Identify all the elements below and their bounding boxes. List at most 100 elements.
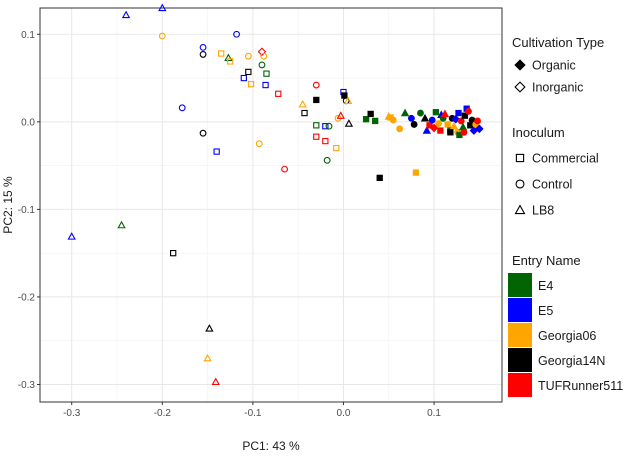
legend-key-inoculum <box>514 204 526 215</box>
x-tick-label: -0.1 <box>244 408 262 419</box>
data-point <box>367 110 374 118</box>
legend-key-cultivation <box>514 59 526 71</box>
data-point <box>301 109 308 117</box>
legend-label-cultivation: Inorganic <box>532 81 583 95</box>
legend-key-inoculum <box>515 153 525 163</box>
data-point <box>400 108 410 117</box>
data-point <box>178 104 186 112</box>
y-tick-label: -0.1 <box>18 205 36 216</box>
data-point <box>170 250 177 257</box>
data-point <box>313 133 320 140</box>
data-point <box>467 122 474 129</box>
data-point <box>257 47 267 57</box>
data-point <box>435 120 442 127</box>
data-point <box>465 107 472 115</box>
legend-label-inoculum: Control <box>532 178 572 192</box>
legend-title-entry: Entry Name <box>512 253 581 268</box>
legend: Cultivation Type Organic Inorganic Inoculum… <box>508 35 623 397</box>
data-point <box>408 114 415 122</box>
data-point <box>412 169 420 176</box>
data-point <box>460 128 468 136</box>
data-point <box>341 92 348 99</box>
y-tick-label: -0.2 <box>18 292 36 303</box>
data-point <box>67 232 76 240</box>
data-point <box>344 119 354 127</box>
data-point <box>117 220 126 229</box>
data-point <box>158 3 167 12</box>
data-point <box>224 53 233 62</box>
data-point <box>429 123 439 133</box>
data-point <box>312 81 320 89</box>
legend-key-inoculum <box>515 179 525 189</box>
data-point <box>203 353 212 362</box>
data-point <box>396 125 404 133</box>
legend-swatch-entry <box>508 298 532 322</box>
data-point <box>205 324 214 332</box>
data-point <box>447 129 454 136</box>
legend-title-cultivation: Cultivation Type <box>512 35 604 50</box>
data-point <box>437 127 444 134</box>
data-point <box>240 74 247 82</box>
x-tick-label: 0.0 <box>337 408 351 419</box>
data-point <box>260 52 268 60</box>
data-point <box>158 32 166 40</box>
legend-swatch-entry <box>508 373 532 397</box>
legend-swatch-entry <box>508 273 532 297</box>
data-point <box>474 117 481 125</box>
data-point <box>233 30 240 38</box>
legend-label-entry: Georgia14N <box>538 354 605 368</box>
data-point <box>263 70 270 77</box>
data-point <box>362 116 370 123</box>
data-point <box>426 122 433 129</box>
data-point <box>449 121 459 130</box>
data-point <box>457 117 465 125</box>
data-point <box>325 122 333 130</box>
data-point <box>376 174 383 182</box>
data-point <box>422 126 431 134</box>
data-point <box>313 96 320 104</box>
data-point <box>258 61 266 69</box>
y-tick-label: 0.0 <box>21 117 35 128</box>
plot-grid <box>40 8 502 402</box>
data-point <box>199 129 207 137</box>
data-point <box>313 122 320 129</box>
data-point <box>281 165 288 173</box>
data-point <box>432 109 440 116</box>
legend-label-inoculum: LB8 <box>532 204 554 218</box>
data-point <box>372 117 379 125</box>
data-point <box>275 90 282 97</box>
data-point <box>389 116 397 124</box>
data-point <box>211 377 220 386</box>
x-tick-label: -0.3 <box>63 408 81 419</box>
data-point <box>323 156 331 164</box>
legend-title-inoculum: Inoculum <box>512 125 565 140</box>
data-point <box>455 109 462 117</box>
data-point <box>417 109 424 117</box>
data-point <box>244 52 252 60</box>
data-point <box>451 114 461 124</box>
x-tick-label: -0.2 <box>154 408 172 419</box>
data-point <box>298 99 307 108</box>
data-points <box>67 3 484 386</box>
legend-key-cultivation <box>514 81 526 93</box>
plot-panel-border <box>39 7 503 403</box>
data-point <box>343 96 353 104</box>
legend-label-entry: E5 <box>538 304 553 318</box>
y-axis-label: PC2: 15 % <box>1 176 15 234</box>
x-axis-label: PC1: 43 % <box>242 439 300 453</box>
legend-label-entry: E4 <box>538 279 553 293</box>
data-point <box>428 116 436 124</box>
legend-label-cultivation: Organic <box>532 59 576 73</box>
data-point <box>444 121 451 128</box>
data-point <box>410 121 418 128</box>
y-tick-label: -0.3 <box>18 380 36 391</box>
data-point <box>461 112 469 119</box>
data-point <box>121 10 131 19</box>
data-point <box>247 81 255 88</box>
data-point <box>227 58 234 65</box>
data-point <box>420 113 430 122</box>
data-point <box>199 50 207 58</box>
data-point <box>213 148 220 155</box>
legend-label-entry: TUFRunner511 <box>538 379 623 393</box>
